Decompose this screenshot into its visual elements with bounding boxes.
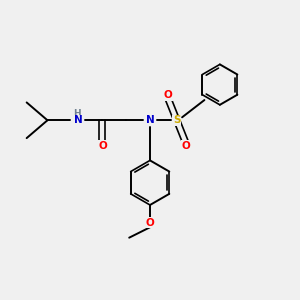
Text: N: N xyxy=(74,115,83,125)
Text: O: O xyxy=(98,140,107,151)
Text: N: N xyxy=(146,115,154,125)
Text: S: S xyxy=(173,115,181,125)
Text: O: O xyxy=(164,90,172,100)
Text: H: H xyxy=(74,109,81,118)
Text: O: O xyxy=(181,140,190,151)
Text: O: O xyxy=(146,218,154,228)
